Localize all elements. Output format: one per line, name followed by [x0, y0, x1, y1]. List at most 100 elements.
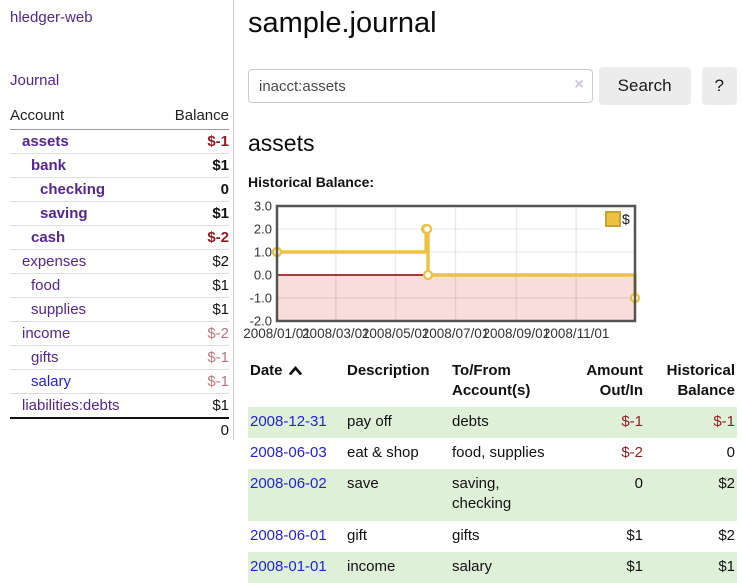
historical-balance-chart: $3.0 2.0 1.0 0.0 -1.0 -2.02008/01/012008/03/0… — [243, 199, 641, 341]
register-balance: $1 — [718, 557, 735, 575]
register-accounts: saving, checking — [452, 475, 512, 513]
register-date-link[interactable]: 2008-06-02 — [250, 475, 327, 492]
search-form: × Search ? — [248, 67, 737, 105]
account-link-saving[interactable]: saving — [40, 205, 88, 222]
account-row: saving $1 — [10, 201, 229, 226]
account-row: checking 0 — [10, 177, 229, 202]
account-row: income $-2 — [10, 321, 229, 346]
register-header-row: Date Description To/From Account(s) Amou… — [248, 358, 737, 407]
svg-text:2008/11/01: 2008/11/01 — [543, 326, 610, 341]
accounts-total-value: 0 — [156, 417, 229, 442]
main-content: sample.journal × Search ? assets Histori… — [243, 0, 737, 583]
accounts-header-balance: Balance — [156, 105, 229, 130]
account-balance: $-2 — [156, 225, 229, 250]
account-link-food[interactable]: food — [31, 277, 61, 294]
page-title: sample.journal — [248, 7, 437, 39]
account-balance: 0 — [156, 177, 229, 202]
account-link-salary[interactable]: salary — [31, 373, 72, 390]
accounts-header-account: Account — [10, 105, 157, 130]
register-row: 2008-06-02 save saving, checking 0 $2 — [248, 469, 737, 521]
sidebar-divider — [233, 0, 234, 440]
register-accounts: food, supplies — [452, 443, 545, 461]
accounts-total-spacer — [10, 417, 157, 442]
register-accounts: salary — [452, 557, 493, 575]
register-amount: $-2 — [621, 443, 643, 461]
register-row: 2008-06-03 eat & shop food, supplies $-2… — [248, 438, 737, 469]
help-button[interactable]: ? — [701, 67, 737, 105]
register-header-description: Description — [347, 362, 430, 379]
account-row: cash $-2 — [10, 225, 229, 250]
sidebar-item-journal[interactable]: Journal — [10, 72, 60, 89]
account-link-assets[interactable]: assets — [22, 133, 69, 150]
svg-text:0.0: 0.0 — [254, 268, 272, 283]
register-row: 2008-01-01 income salary $1 $1 — [248, 551, 737, 583]
register-date-link[interactable]: 2008-06-03 — [250, 443, 327, 461]
account-balance: $-2 — [156, 321, 229, 346]
account-link-supplies[interactable]: supplies — [31, 301, 87, 318]
svg-text:1.0: 1.0 — [254, 245, 272, 260]
register-date-link[interactable]: 2008-01-01 — [250, 557, 327, 575]
register-header-date[interactable]: Date — [248, 358, 345, 407]
account-balance: $1 — [156, 201, 229, 226]
account-balance: $1 — [156, 273, 229, 298]
svg-text:-1.0: -1.0 — [250, 291, 272, 306]
register-balance: $-1 — [713, 412, 735, 430]
accounts-total-row: 0 — [10, 417, 229, 442]
register-balance: $2 — [718, 526, 735, 544]
account-row: gifts $-1 — [10, 345, 229, 370]
account-balance: $1 — [156, 393, 229, 418]
account-heading: assets — [248, 130, 315, 156]
account-row: food $1 — [10, 273, 229, 298]
register-amount: 0 — [634, 475, 643, 492]
register-row: 2008-06-01 gift gifts $1 $2 — [248, 521, 737, 552]
account-row: expenses $2 — [10, 249, 229, 274]
sort-ascending-icon — [288, 365, 302, 375]
account-link-bank[interactable]: bank — [31, 157, 67, 174]
register-description: gift — [347, 526, 368, 544]
svg-text:2008/09/01: 2008/09/01 — [483, 326, 551, 341]
account-link-cash[interactable]: cash — [31, 229, 66, 246]
sidebar: hledger-web Journal Account Balance asse… — [10, 0, 229, 442]
register-header-amount: Amount Out/In — [586, 362, 643, 400]
svg-text:$: $ — [622, 211, 630, 227]
account-row: supplies $1 — [10, 297, 229, 322]
register-balance: $2 — [718, 475, 735, 492]
account-link-liabilities-debts[interactable]: liabilities:debts — [22, 397, 120, 414]
account-balance: $-1 — [156, 345, 229, 370]
account-balance: $1 — [156, 153, 229, 178]
register-date-link[interactable]: 2008-06-01 — [250, 526, 327, 544]
register-accounts: gifts — [452, 526, 480, 544]
register-accounts: debts — [452, 412, 489, 430]
account-balance: $-1 — [207, 133, 229, 150]
account-balance: $-1 — [156, 369, 229, 394]
chart-label: Historical Balance: — [248, 174, 375, 190]
svg-text:2008/07/01: 2008/07/01 — [422, 326, 490, 341]
svg-text:-2.0: -2.0 — [250, 314, 272, 329]
svg-text:2008/05/01: 2008/05/01 — [362, 326, 430, 341]
register-balance: 0 — [726, 443, 735, 461]
search-button[interactable]: Search — [598, 67, 691, 105]
accounts-table: Account Balance assets $-1 bank $1 check… — [10, 105, 229, 442]
account-link-expenses[interactable]: expenses — [22, 253, 87, 270]
svg-text:2008/01/01: 2008/01/01 — [243, 326, 311, 341]
svg-text:3.0: 3.0 — [254, 199, 272, 214]
register-amount: $-1 — [621, 412, 643, 430]
register-header-accounts: To/From Account(s) — [452, 362, 531, 400]
account-row: liabilities:debts $1 — [10, 393, 229, 418]
account-balance: $2 — [156, 249, 229, 274]
register-table: Date Description To/From Account(s) Amou… — [248, 358, 737, 583]
app-brand-link[interactable]: hledger-web — [10, 9, 93, 26]
account-balance: $1 — [156, 297, 229, 322]
svg-text:2.0: 2.0 — [254, 222, 272, 237]
clear-search-icon[interactable]: × — [574, 76, 584, 93]
register-header-balance: Historical Balance — [666, 362, 735, 400]
search-input[interactable] — [248, 69, 593, 103]
register-date-link[interactable]: 2008-12-31 — [250, 412, 327, 430]
account-link-checking[interactable]: checking — [40, 181, 106, 198]
register-description: income — [347, 557, 396, 575]
account-row: salary $-1 — [10, 369, 229, 394]
register-amount: $1 — [626, 557, 643, 575]
svg-text:2008/03/01: 2008/03/01 — [302, 326, 370, 341]
account-link-gifts[interactable]: gifts — [31, 349, 59, 366]
account-link-income[interactable]: income — [22, 325, 71, 342]
